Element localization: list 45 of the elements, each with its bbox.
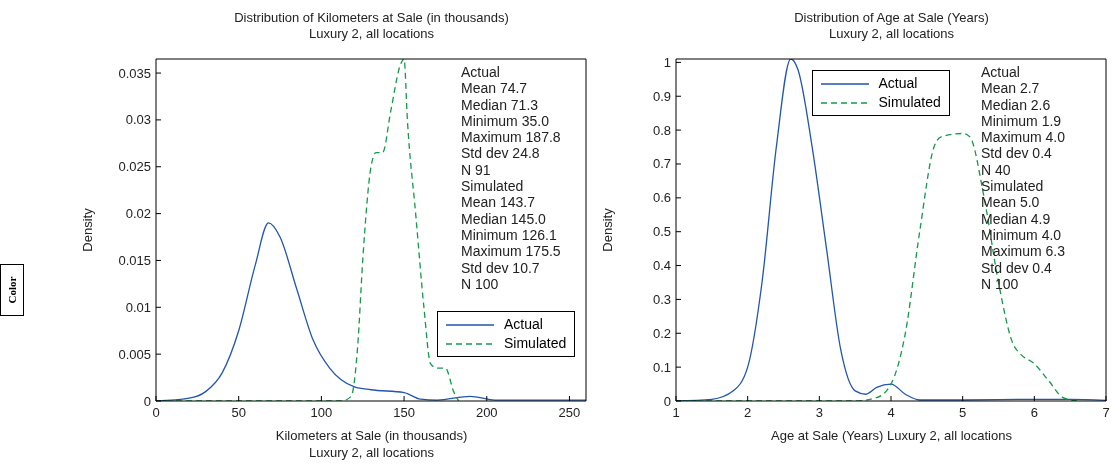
y-tick-label: 0.01: [125, 299, 151, 315]
y-tick-label: 0.025: [118, 159, 151, 175]
x-axis-title: Age at Sale (Years) Luxury 2, all locations: [770, 427, 1013, 444]
x-tick-label: 2: [744, 405, 752, 420]
chart-subtitle: Luxury 2, all locations: [828, 26, 955, 42]
legend-label: Simulated: [878, 93, 941, 112]
text: Actual Mean 74.7 Median 71.3 Minimum 35.0 Maximum 187.8 Std dev 24.8 N 91 Simulated Mean 143.7 Median 145.0 Minimum 126.1 Maximum 175.5 Std dev 10.7 N 100: [461, 64, 561, 292]
y-tick-label: 0.2: [652, 325, 671, 341]
x-tick-label: 4: [887, 405, 895, 420]
y-tick-label: 0: [143, 393, 151, 409]
y-tick-label: 0: [663, 393, 671, 409]
y-tick-label: 0.8: [652, 122, 671, 138]
y-tick-label: 1: [663, 54, 671, 70]
y-tick-label: 0.3: [652, 291, 671, 307]
y-tick-label: 0.005: [118, 346, 151, 362]
y-axis-title: Density: [79, 207, 95, 252]
legend-label: Simulated: [504, 334, 567, 353]
x-tick-label: 200: [475, 405, 498, 420]
x-tick-label: 7: [1102, 405, 1110, 420]
y-axis-title: Density: [599, 207, 615, 252]
y-tick-label: 0.7: [652, 156, 671, 172]
y-tick-label: 0.02: [125, 206, 151, 222]
y-tick-label: 0.4: [652, 258, 671, 274]
x-tick-label: 6: [1030, 405, 1038, 420]
text: Color: [0, 264, 24, 316]
chart-title: Distribution of Kilometers at Sale (in thousands): [233, 10, 510, 26]
legend-label: Actual: [878, 74, 918, 93]
chart-title: Distribution of Age at Sale (Years): [793, 10, 990, 26]
x-tick-label: 250: [558, 405, 581, 420]
chart-subtitle: Luxury 2, all locations: [308, 26, 435, 42]
x-axis-title: Kilometers at Sale (in thousands) Luxury 2, all locations: [274, 427, 469, 461]
x-tick-label: 150: [393, 405, 415, 420]
y-tick-label: 0.03: [125, 112, 151, 128]
y-tick-label: 0.9: [652, 88, 671, 104]
x-tick-label: 3: [815, 405, 823, 420]
y-tick-label: 0.035: [118, 65, 151, 81]
x-tick-label: 5: [959, 405, 967, 420]
x-tick-label: 50: [231, 405, 246, 420]
text: Actual Mean 2.7 Median 2.6 Minimum 1.9 Maximum 4.0 Std dev 0.4 N 40 Simulated Mean 5.0 Median 4.9 Minimum 4.0 Maximum 6.3 Std dev 0.4 N 100: [981, 64, 1066, 292]
y-tick-label: 0.1: [652, 359, 671, 375]
y-tick-label: 0.5: [652, 224, 671, 240]
y-tick-label: 0.015: [118, 252, 151, 268]
legend-label: Actual: [504, 315, 543, 334]
y-tick-label: 0.6: [652, 190, 671, 206]
x-tick-label: 100: [310, 405, 333, 420]
